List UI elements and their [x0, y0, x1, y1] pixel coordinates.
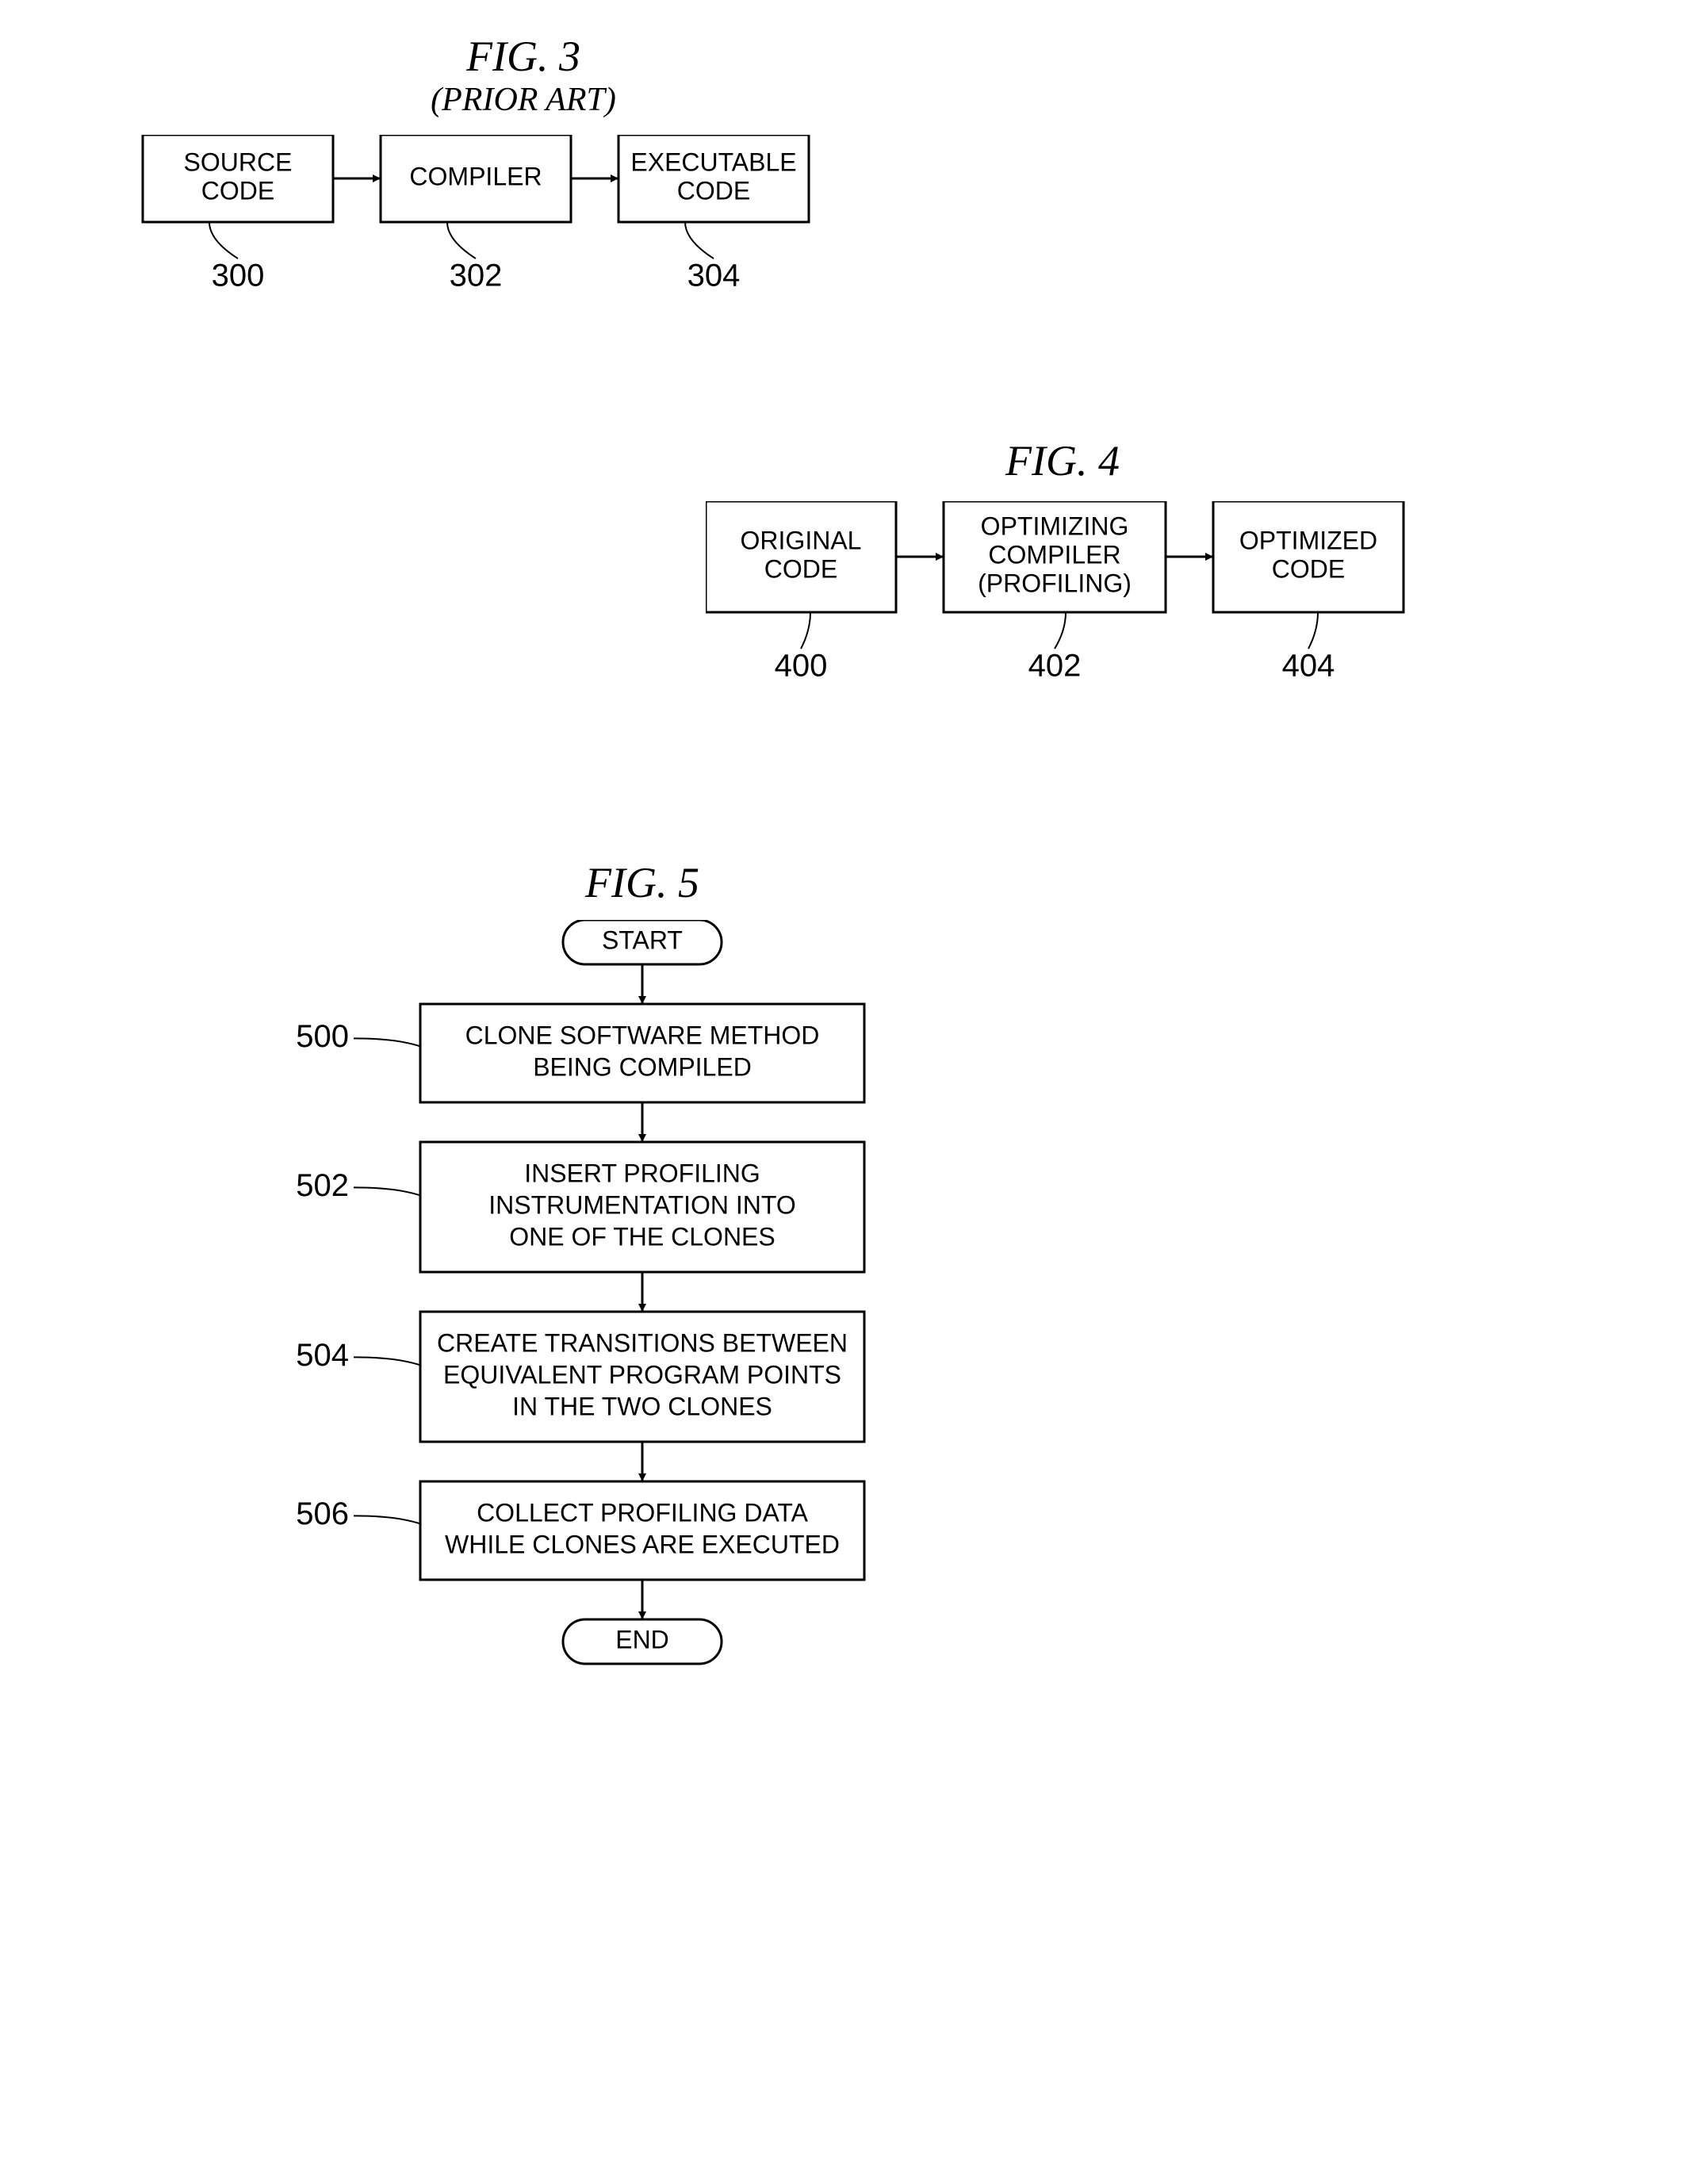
svg-text:OPTIMIZING: OPTIMIZING — [981, 512, 1129, 540]
svg-text:IN THE TWO CLONES: IN THE TWO CLONES — [512, 1392, 772, 1420]
fig5-title: FIG. 5 — [285, 858, 999, 907]
svg-text:END: END — [615, 1625, 669, 1653]
svg-text:506: 506 — [296, 1496, 349, 1531]
svg-text:300: 300 — [212, 259, 265, 293]
svg-text:BEING COMPILED: BEING COMPILED — [533, 1052, 752, 1081]
fig5-diagram: START CLONE SOFTWARE METHOD BEING COMPILED… — [285, 920, 999, 1672]
svg-text:CLONE SOFTWARE METHOD: CLONE SOFTWARE METHOD — [465, 1021, 820, 1049]
svg-text:CODE: CODE — [764, 554, 837, 583]
svg-text:500: 500 — [296, 1019, 349, 1054]
svg-text:304: 304 — [687, 259, 741, 293]
svg-text:INSERT PROFILING: INSERT PROFILING — [524, 1159, 760, 1187]
fig4-container: FIG. 4 ORIGINALCODE400OPTIMIZINGCOMPILER… — [32, 436, 1676, 715]
fig3-diagram: SOURCECODE300COMPILER302EXECUTABLECODE30… — [32, 135, 904, 325]
svg-text:SOURCE: SOURCE — [184, 148, 293, 176]
svg-text:COMPILER: COMPILER — [409, 162, 542, 190]
svg-text:START: START — [602, 925, 683, 954]
fig4-diagram: ORIGINALCODE400OPTIMIZINGCOMPILER(PROFIL… — [706, 501, 1419, 715]
fig4-title: FIG. 4 — [706, 436, 1419, 485]
svg-text:ORIGINAL: ORIGINAL — [741, 526, 862, 554]
svg-text:302: 302 — [450, 259, 503, 293]
svg-text:INSTRUMENTATION INTO: INSTRUMENTATION INTO — [488, 1190, 796, 1219]
fig3-subtitle: (PRIOR ART) — [127, 81, 920, 119]
svg-text:504: 504 — [296, 1338, 349, 1373]
svg-text:404: 404 — [1282, 649, 1335, 684]
svg-text:CREATE TRANSITIONS BETWEEN: CREATE TRANSITIONS BETWEEN — [437, 1328, 848, 1357]
svg-text:EQUIVALENT PROGRAM POINTS: EQUIVALENT PROGRAM POINTS — [443, 1360, 841, 1389]
svg-text:ONE OF THE CLONES: ONE OF THE CLONES — [509, 1222, 775, 1251]
fig3-title: FIG. 3 — [127, 32, 920, 81]
svg-text:502: 502 — [296, 1168, 349, 1203]
svg-text:400: 400 — [775, 649, 828, 684]
svg-text:COLLECT PROFILING DATA: COLLECT PROFILING DATA — [477, 1498, 809, 1527]
svg-text:CODE: CODE — [677, 176, 750, 205]
svg-text:WHILE CLONES ARE EXECUTED: WHILE CLONES ARE EXECUTED — [445, 1530, 840, 1558]
svg-text:COMPILER: COMPILER — [988, 540, 1120, 569]
svg-text:CODE: CODE — [1272, 554, 1345, 583]
svg-text:(PROFILING): (PROFILING) — [978, 569, 1132, 597]
fig5-container: FIG. 5 START CLONE SOFTWARE METHOD BEING C… — [32, 858, 1676, 1672]
svg-text:CODE: CODE — [201, 176, 274, 205]
fig3-container: FIG. 3 (PRIOR ART) SOURCECODE300COMPILER… — [32, 32, 1676, 325]
svg-text:402: 402 — [1028, 649, 1082, 684]
svg-text:OPTIMIZED: OPTIMIZED — [1239, 526, 1377, 554]
svg-text:EXECUTABLE: EXECUTABLE — [630, 148, 796, 176]
